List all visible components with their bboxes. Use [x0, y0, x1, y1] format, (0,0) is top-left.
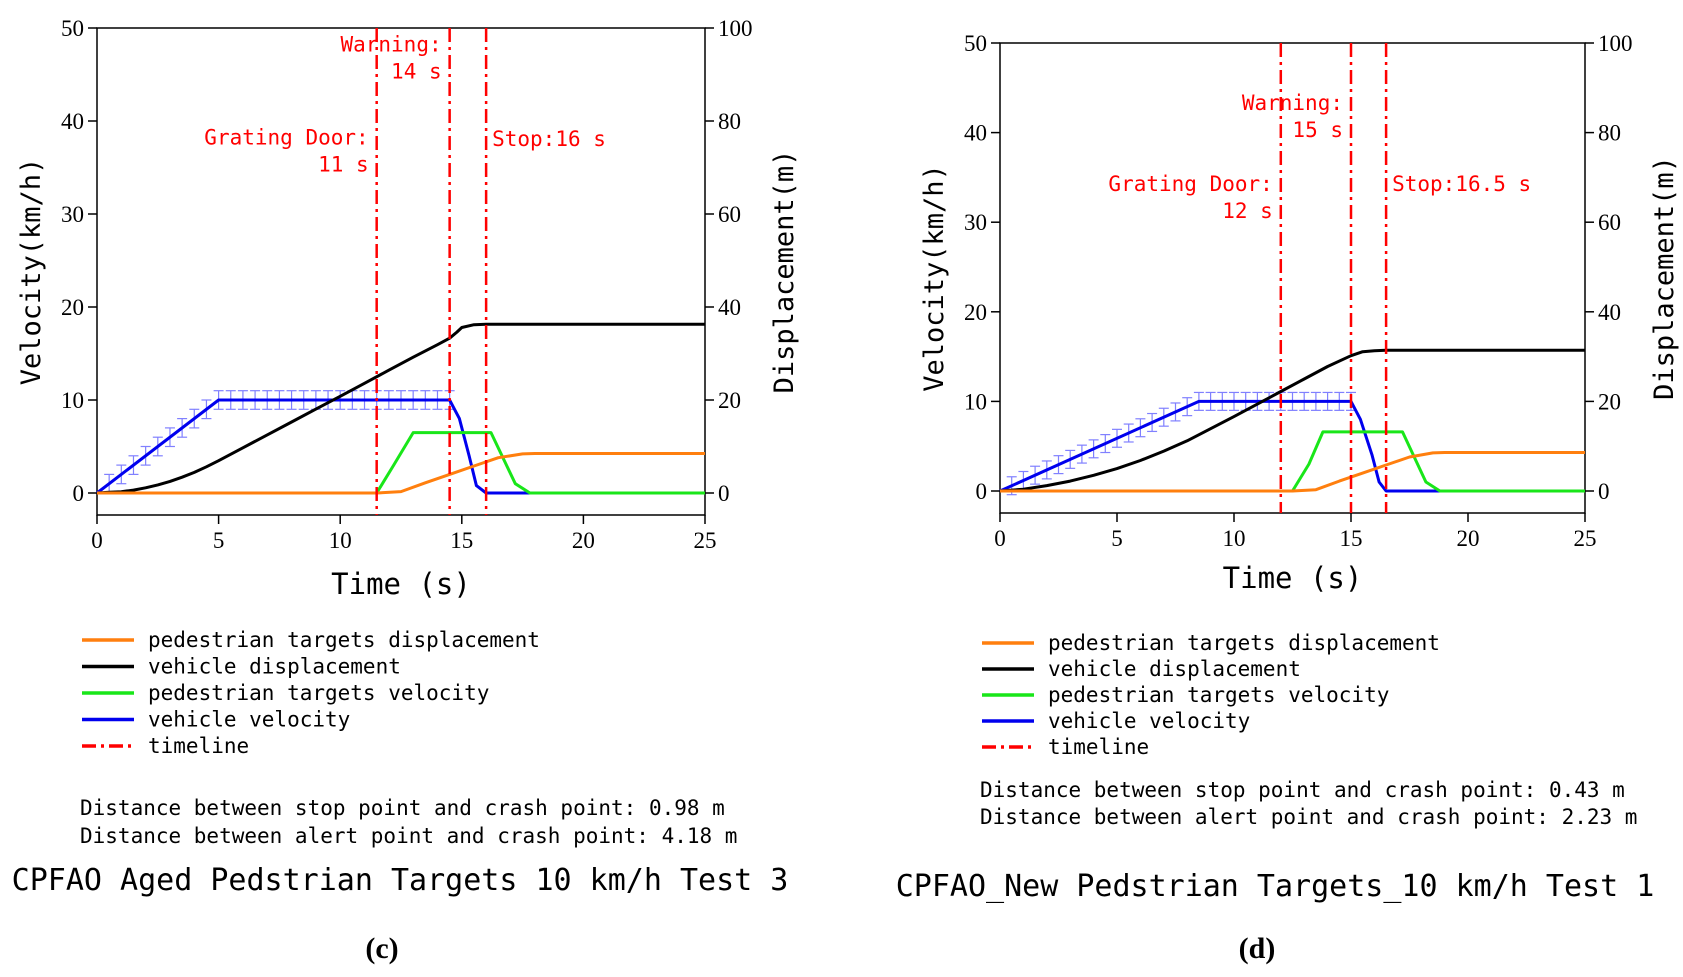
- distance-note: Distance between stop point and crash po…: [980, 778, 1625, 802]
- y2-tick-label: 20: [1598, 389, 1621, 414]
- y-tick-label: 30: [964, 210, 987, 235]
- y-axis-label: Velocity(km/h): [919, 164, 950, 392]
- series-line-pedestrian-displacement: [1000, 451, 1585, 493]
- legend-label: vehicle velocity: [1048, 709, 1250, 733]
- y2-tick-label: 20: [718, 388, 741, 413]
- x-tick-label: 10: [329, 528, 352, 553]
- series-line-pedestrian-velocity: [1000, 430, 1585, 493]
- timeline-label: Stop:16 s: [492, 127, 606, 151]
- y-tick-label: 50: [964, 31, 987, 56]
- timeline-label: Warning:: [1242, 91, 1343, 115]
- timeline-label: Stop:16.5 s: [1392, 172, 1531, 196]
- series-line-pedestrian-displacement: [97, 452, 705, 495]
- y2-tick-label: 0: [1598, 479, 1610, 504]
- timeline-label: Warning:: [340, 32, 441, 56]
- y-tick-label: 40: [61, 109, 84, 134]
- plot-frame: [96, 27, 706, 516]
- timeline-label: Grating Door:: [204, 125, 368, 149]
- chart-title: CPFAO Aged Pedstrian Targets 10 km/h Tes…: [12, 863, 789, 898]
- y2-axis-label: Displacement(m): [769, 150, 800, 394]
- y2-tick-label: 0: [718, 481, 730, 506]
- y-tick-label: 30: [61, 202, 84, 227]
- y-tick-label: 10: [61, 388, 84, 413]
- distance-note: Distance between alert point and crash p…: [980, 805, 1637, 829]
- y-tick-label: 0: [73, 481, 85, 506]
- legend-label: pedestrian targets velocity: [148, 681, 489, 705]
- distance-note: Distance between stop point and crash po…: [80, 796, 725, 820]
- legend-label: timeline: [148, 734, 249, 758]
- x-tick-label: 0: [994, 526, 1006, 551]
- x-tick-label: 20: [1457, 526, 1480, 551]
- x-tick-label: 5: [1111, 526, 1123, 551]
- x-tick-label: 0: [91, 528, 103, 553]
- y-tick-label: 0: [976, 479, 988, 504]
- series-line-vehicle-velocity: [96, 398, 705, 495]
- distance-note: Distance between alert point and crash p…: [80, 824, 737, 848]
- legend-label: pedestrian targets displacement: [1048, 631, 1440, 655]
- x-tick-label: 5: [213, 528, 225, 553]
- plot-frame: [999, 42, 1586, 514]
- x-tick-label: 10: [1223, 526, 1246, 551]
- y2-tick-label: 40: [718, 295, 741, 320]
- y-tick-label: 20: [964, 300, 987, 325]
- x-tick-label: 15: [450, 528, 473, 553]
- series-line-vehicle-displacement: [96, 322, 705, 495]
- legend-label: pedestrian targets displacement: [148, 628, 540, 652]
- timeline-label: 15 s: [1292, 118, 1343, 142]
- x-axis-label: Time (s): [331, 567, 471, 601]
- legend-label: timeline: [1048, 735, 1149, 759]
- y2-tick-label: 40: [1598, 300, 1621, 325]
- series-line-pedestrian-velocity: [97, 431, 705, 495]
- panel-label: (c): [365, 932, 398, 965]
- timeline-label: Grating Door:: [1108, 172, 1272, 196]
- legend-label: vehicle displacement: [1048, 657, 1301, 681]
- y-tick-label: 10: [964, 389, 987, 414]
- x-tick-label: 25: [694, 528, 717, 553]
- y-tick-label: 40: [964, 121, 987, 146]
- timeline-label: 12 s: [1222, 199, 1273, 223]
- y2-axis-label: Displacement(m): [1649, 156, 1680, 400]
- legend-label: pedestrian targets velocity: [1048, 683, 1389, 707]
- x-tick-label: 15: [1340, 526, 1363, 551]
- y2-tick-label: 80: [1598, 121, 1621, 146]
- x-axis-label: Time (s): [1223, 561, 1363, 595]
- y2-tick-label: 100: [718, 16, 753, 41]
- x-tick-label: 20: [572, 528, 595, 553]
- y2-tick-label: 60: [1598, 210, 1621, 235]
- y2-tick-label: 100: [1598, 31, 1633, 56]
- y-axis-label: Velocity(km/h): [16, 158, 47, 386]
- series-line-vehicle-displacement: [999, 348, 1585, 493]
- x-tick-label: 25: [1574, 526, 1597, 551]
- timeline-label: 11 s: [318, 152, 369, 176]
- series-line-vehicle-velocity: [999, 399, 1585, 493]
- chart-title: CPFAO_New Pedstrian Targets_10 km/h Test…: [896, 869, 1655, 904]
- y-tick-label: 50: [61, 16, 84, 41]
- y-tick-label: 20: [61, 295, 84, 320]
- y2-tick-label: 80: [718, 109, 741, 134]
- legend-label: vehicle displacement: [148, 655, 401, 679]
- timeline-label: 14 s: [391, 59, 442, 83]
- y2-tick-label: 60: [718, 202, 741, 227]
- panel-label: (d): [1239, 932, 1276, 965]
- legend-label: vehicle velocity: [148, 708, 350, 732]
